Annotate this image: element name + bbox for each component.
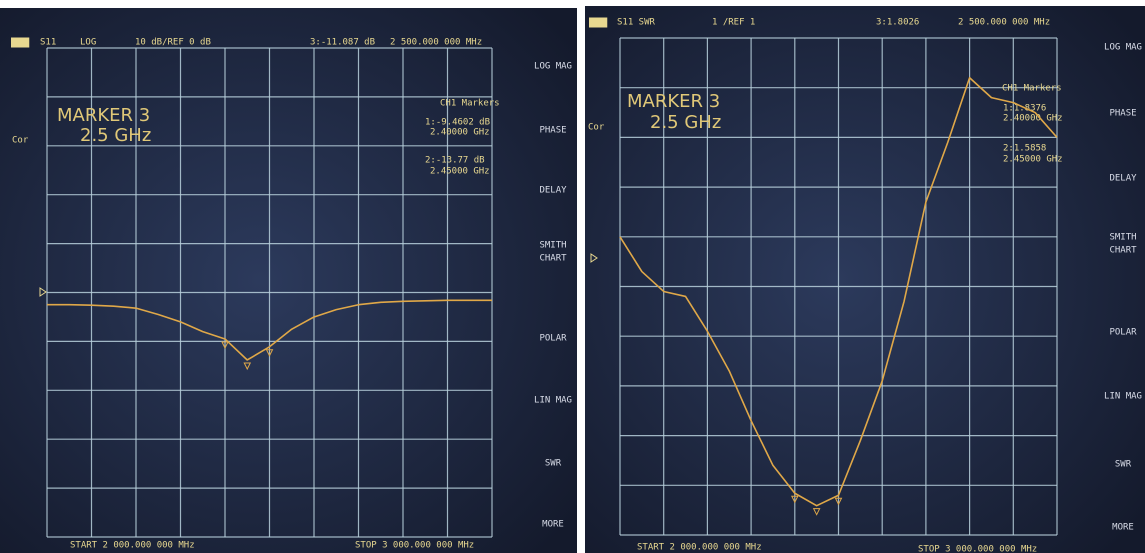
marker-list-item: 2.40000 GHz	[1003, 114, 1063, 124]
softkey-label[interactable]: MORE	[542, 520, 564, 530]
marker-list-item: CH1 Markers	[440, 99, 500, 109]
softkey-label[interactable]: POLAR	[539, 334, 567, 344]
start-frequency: START 2 000.000 000 MHz	[637, 543, 762, 553]
marker-list-item: 2:1.5858	[1003, 144, 1046, 154]
softkey-label[interactable]: SMITH	[539, 241, 566, 251]
header-format: LOG	[80, 38, 96, 48]
header-marker-readout: 3:-11.087 dB	[310, 38, 375, 48]
softkey-label[interactable]: LIN MAG	[1104, 392, 1142, 402]
left-screen	[0, 8, 577, 553]
softkey-label[interactable]: POLAR	[1109, 328, 1137, 338]
softkey-label[interactable]: LOG MAG	[1104, 43, 1142, 53]
header-scale: 10 dB/REF 0 dB	[135, 38, 211, 48]
right-screen	[585, 6, 1145, 553]
header-channel: CH1	[590, 18, 606, 28]
header-scale: 1 /REF 1	[712, 18, 755, 28]
channel-badge	[589, 17, 608, 28]
reference-marker	[590, 253, 598, 263]
softkey-label[interactable]: DELAY	[539, 186, 567, 196]
reference-marker	[39, 287, 47, 297]
marker-list-item: 2.40000 GHz	[430, 128, 490, 138]
softkey-label[interactable]: PHASE	[539, 126, 566, 136]
header-parameter: S11	[40, 38, 56, 48]
header-marker-frequency: 2 500.000 000 MHz	[958, 18, 1050, 28]
softkey-label[interactable]: SWR	[1115, 460, 1132, 470]
marker-list-item: CH1 Markers	[1002, 84, 1062, 94]
softkey-label[interactable]: LIN MAG	[534, 396, 572, 406]
start-frequency: START 2 000.000 000 MHz	[70, 541, 195, 551]
softkey-label[interactable]: SMITH	[1109, 233, 1136, 243]
stop-frequency: STOP 3 000.000 000 MHz	[355, 541, 474, 551]
marker-list-item: 2.45000 GHz	[1003, 155, 1063, 165]
correction-flag: Cor	[588, 123, 605, 133]
marker-title: MARKER 3	[627, 91, 720, 112]
softkey-label[interactable]: MORE	[1112, 523, 1134, 533]
softkey-label[interactable]: PHASE	[1109, 109, 1136, 119]
marker-glyph	[221, 341, 229, 350]
softkey-label[interactable]: CHART	[539, 254, 567, 264]
trace	[619, 76, 1058, 507]
marker-glyph	[812, 508, 821, 516]
header-marker-frequency: 2 500.000 000 MHz	[390, 38, 482, 48]
trace	[47, 299, 492, 361]
header-marker-readout: 3:1.8026	[876, 18, 919, 28]
stop-frequency: STOP 3 000.000 000 MHz	[918, 545, 1037, 553]
marker-title: 2.5 GHz	[80, 125, 151, 146]
marker-title: MARKER 3	[57, 105, 150, 126]
marker-list-item: 2.45000 GHz	[430, 167, 490, 177]
softkey-label[interactable]: CHART	[1109, 246, 1137, 256]
softkey-label[interactable]: DELAY	[1109, 174, 1137, 184]
header-channel: CH1	[12, 38, 28, 48]
header-parameter: S11 SWR	[617, 18, 656, 28]
softkey-label[interactable]: SWR	[545, 459, 562, 469]
channel-badge	[11, 37, 30, 48]
marker-glyph	[834, 497, 843, 506]
softkey-label[interactable]: LOG MAG	[534, 62, 572, 72]
marker-list-item: 1:-9.4602 dB	[425, 118, 490, 128]
marker-glyph	[265, 349, 274, 357]
marker-title: 2.5 GHz	[650, 112, 721, 133]
marker-glyph	[243, 362, 252, 371]
marker-list-item: 2:-13.77 dB	[425, 156, 485, 166]
correction-flag: Cor	[12, 136, 29, 146]
marker-glyph	[790, 495, 799, 504]
